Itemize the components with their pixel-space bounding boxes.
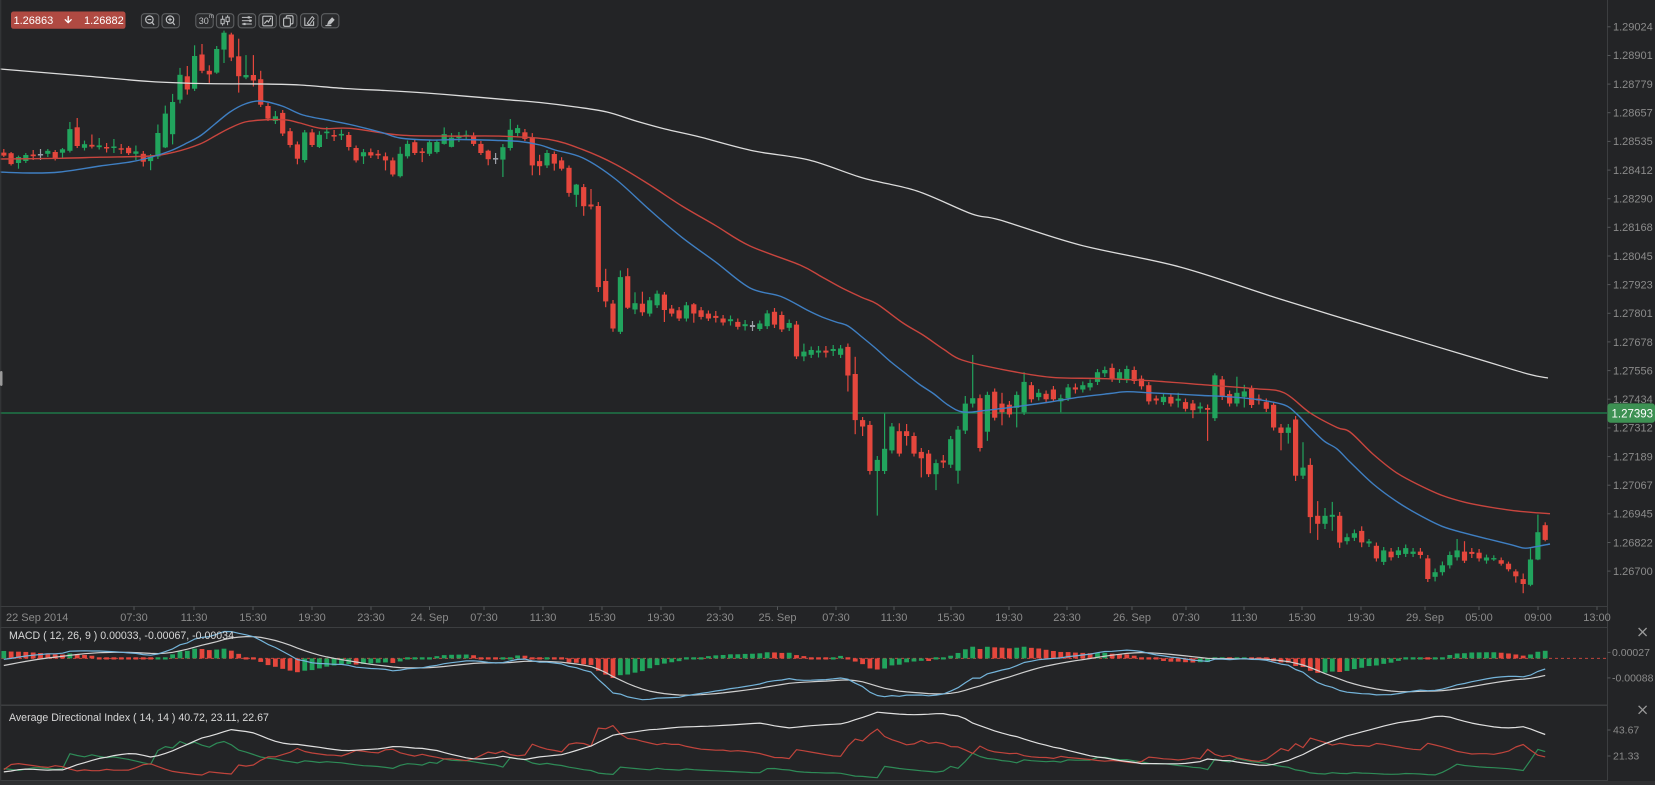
svg-text:23:30: 23:30 [1053, 612, 1081, 624]
svg-text:21.33: 21.33 [1613, 751, 1639, 763]
svg-text:1.28412: 1.28412 [1613, 165, 1653, 177]
svg-text:19:30: 19:30 [995, 612, 1023, 624]
svg-text:07:30: 07:30 [470, 612, 498, 624]
svg-text:19:30: 19:30 [1347, 612, 1375, 624]
svg-text:1.27923: 1.27923 [1613, 279, 1653, 291]
svg-text:15:30: 15:30 [588, 612, 616, 624]
svg-text:23:30: 23:30 [706, 612, 734, 624]
svg-text:1.27556: 1.27556 [1613, 365, 1653, 377]
svg-text:1.28901: 1.28901 [1613, 50, 1653, 62]
svg-text:25. Sep: 25. Sep [759, 612, 797, 624]
svg-text:29. Sep: 29. Sep [1406, 612, 1444, 624]
svg-text:07:30: 07:30 [1172, 612, 1200, 624]
svg-text:19:30: 19:30 [647, 612, 675, 624]
svg-text:11:30: 11:30 [181, 612, 208, 624]
svg-text:1.26882: 1.26882 [84, 15, 124, 27]
svg-text:30: 30 [199, 16, 209, 26]
svg-text:1.27393: 1.27393 [1612, 409, 1654, 421]
svg-text:11:30: 11:30 [881, 612, 908, 624]
svg-text:1.28779: 1.28779 [1613, 79, 1653, 91]
svg-text:15:30: 15:30 [1288, 612, 1316, 624]
svg-text:1.28168: 1.28168 [1613, 222, 1653, 234]
svg-text:22 Sep 2014: 22 Sep 2014 [6, 612, 68, 624]
svg-text:1.28045: 1.28045 [1613, 251, 1653, 263]
svg-text:1.26822: 1.26822 [1613, 537, 1653, 549]
svg-text:1.26700: 1.26700 [1613, 566, 1653, 578]
svg-text:1.27067: 1.27067 [1613, 480, 1653, 492]
svg-text:26. Sep: 26. Sep [1113, 612, 1151, 624]
svg-text:1.28535: 1.28535 [1613, 136, 1653, 148]
svg-text:1.27678: 1.27678 [1613, 337, 1653, 349]
svg-text:24. Sep: 24. Sep [411, 612, 449, 624]
svg-text:m: m [209, 14, 214, 20]
svg-text:43.67: 43.67 [1613, 725, 1639, 737]
svg-text:-0.00088: -0.00088 [1612, 672, 1654, 684]
svg-text:1.27801: 1.27801 [1613, 308, 1653, 320]
svg-text:11:30: 11:30 [530, 612, 557, 624]
svg-text:1.27189: 1.27189 [1613, 451, 1653, 463]
svg-text:1.27434: 1.27434 [1613, 394, 1653, 406]
svg-text:1.27312: 1.27312 [1613, 423, 1653, 435]
svg-text:1.26945: 1.26945 [1613, 509, 1653, 521]
svg-text:07:30: 07:30 [120, 612, 148, 624]
svg-text:1.29024: 1.29024 [1613, 22, 1653, 34]
svg-text:07:30: 07:30 [822, 612, 850, 624]
svg-text:09:00: 09:00 [1524, 612, 1552, 624]
svg-text:05:00: 05:00 [1465, 612, 1493, 624]
svg-text:19:30: 19:30 [298, 612, 326, 624]
svg-text:13:00: 13:00 [1583, 612, 1611, 624]
svg-text:11:30: 11:30 [1231, 612, 1258, 624]
svg-text:0.00027: 0.00027 [1612, 647, 1650, 659]
svg-text:15:30: 15:30 [239, 612, 267, 624]
svg-text:1.28290: 1.28290 [1613, 194, 1653, 206]
svg-text:1.28657: 1.28657 [1613, 108, 1653, 120]
svg-text:MACD ( 12, 26, 9 ) 0.00033, -0: MACD ( 12, 26, 9 ) 0.00033, -0.00067, -0… [9, 630, 234, 642]
svg-text:Average Directional Index ( 14: Average Directional Index ( 14, 14 ) 40.… [9, 712, 269, 724]
svg-text:15:30: 15:30 [937, 612, 965, 624]
svg-text:1.26863: 1.26863 [14, 15, 54, 27]
svg-text:23:30: 23:30 [357, 612, 385, 624]
